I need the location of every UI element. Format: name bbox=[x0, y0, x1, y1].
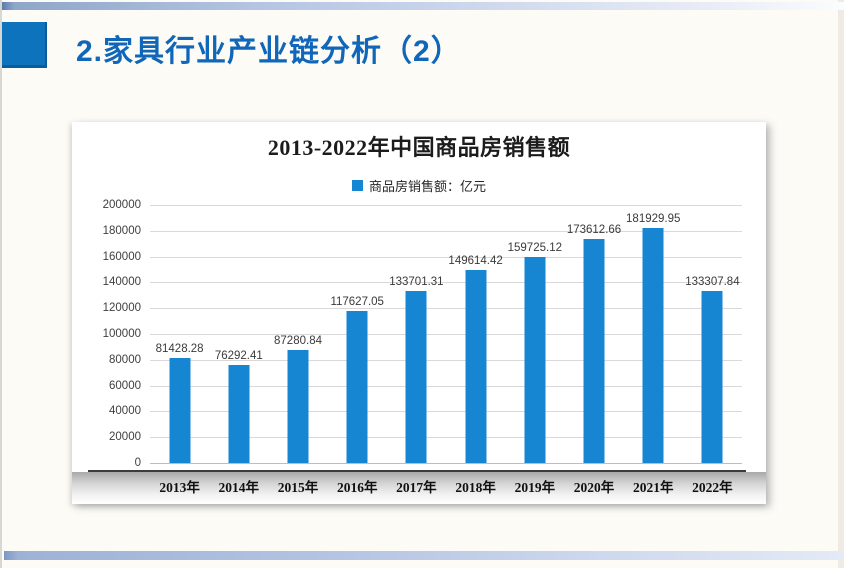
plot-area: 0 20000 40000 60000 80000 100000 120000 140000 1… bbox=[103, 199, 742, 469]
y-tick-label: 0 bbox=[134, 457, 141, 469]
x-axis-label: 2020年 bbox=[573, 480, 615, 495]
bar-data-label: 87280.84 bbox=[274, 335, 322, 347]
legend-label: 商品房销售额：亿元 bbox=[368, 179, 486, 194]
bar bbox=[465, 270, 487, 463]
x-axis-label: 2016年 bbox=[336, 480, 378, 495]
gridline bbox=[150, 256, 742, 258]
bar-slot: 76292.41 bbox=[209, 205, 268, 463]
bar bbox=[228, 365, 250, 463]
y-tick-label: 120000 bbox=[102, 302, 141, 315]
footer-accent-bar bbox=[4, 551, 844, 560]
chart-legend: 商品房销售额：亿元 bbox=[72, 176, 766, 195]
x-axis-label: 2022年 bbox=[692, 480, 733, 495]
bar-slot: 117627.05 bbox=[328, 205, 387, 463]
bar bbox=[169, 358, 191, 463]
bar-slot: 87280.84 bbox=[268, 205, 327, 463]
bar-data-label: 76292.41 bbox=[214, 350, 263, 362]
gridline bbox=[150, 205, 742, 206]
y-tick-label: 180000 bbox=[102, 224, 141, 237]
bar-series: 81428.28 76292.41 87280.84 117627.05 133701.… bbox=[150, 205, 742, 463]
slide-left-edge bbox=[0, 0, 2, 568]
y-tick-label: 200000 bbox=[102, 199, 141, 211]
x-axis-label: 2021年 bbox=[632, 480, 674, 495]
y-tick-label: 160000 bbox=[102, 250, 141, 263]
y-tick-label: 20000 bbox=[109, 431, 141, 444]
bar bbox=[405, 291, 427, 463]
bar-data-label: 117627.05 bbox=[330, 296, 384, 308]
bar-data-label: 181929.95 bbox=[626, 213, 681, 225]
bar-data-label: 81428.28 bbox=[155, 343, 204, 355]
bar-data-label: 149614.42 bbox=[448, 255, 503, 267]
bar-slot: 133701.31 bbox=[387, 205, 446, 463]
bar bbox=[346, 311, 368, 463]
gridline bbox=[150, 359, 742, 361]
x-axis-label: 2014年 bbox=[218, 480, 260, 495]
bar bbox=[642, 228, 664, 463]
blue-square-bullet-icon bbox=[2, 22, 47, 68]
slide-right-edge bbox=[838, 0, 844, 568]
y-tick-label: 60000 bbox=[109, 379, 141, 392]
x-axis-baseline bbox=[88, 470, 746, 472]
gridline bbox=[150, 463, 742, 464]
x-axis-label: 2017年 bbox=[396, 480, 437, 495]
gridline bbox=[150, 385, 742, 387]
legend-swatch-icon bbox=[351, 180, 363, 191]
x-axis-label-strip bbox=[72, 472, 766, 504]
x-axis-label: 2018年 bbox=[455, 480, 496, 495]
bar-data-label: 159725.12 bbox=[507, 242, 562, 254]
y-tick-label: 140000 bbox=[102, 276, 141, 289]
bar-slot: 81428.28 bbox=[150, 205, 209, 463]
x-axis-label: 2019年 bbox=[514, 480, 556, 495]
y-tick-label: 100000 bbox=[102, 328, 141, 340]
bar-data-label: 133701.31 bbox=[389, 276, 444, 288]
bar bbox=[524, 257, 546, 463]
bar bbox=[287, 350, 309, 463]
bar bbox=[583, 239, 605, 463]
chart-card: 2013-2022年中国商品房销售额 商品房销售额：亿元 0 20000 40000… bbox=[72, 122, 766, 504]
y-tick-label: 80000 bbox=[109, 353, 141, 366]
gridline bbox=[150, 411, 742, 413]
gridline bbox=[150, 437, 742, 439]
bar-slot: 149614.42 bbox=[446, 205, 505, 463]
x-axis-labels: 2013年 2014年 2015年 2016年 2017年 2018年 2019年 2020年… bbox=[150, 476, 742, 496]
bar-slot: 173612.66 bbox=[564, 205, 623, 463]
bar-slot: 159725.12 bbox=[505, 205, 564, 463]
bar-slot: 133307.84 bbox=[683, 205, 742, 463]
slide-title: 2.家具行业产业链分析（2） bbox=[76, 35, 462, 68]
bar-data-label: 173612.66 bbox=[566, 224, 622, 236]
gridline bbox=[150, 282, 742, 284]
x-axis-label: 2015年 bbox=[277, 480, 319, 495]
y-tick-label: 40000 bbox=[109, 405, 141, 418]
bar-slot: 181929.95 bbox=[624, 205, 683, 463]
top-accent-bar bbox=[2, 2, 844, 10]
chart-title: 2013-2022年中国商品房销售额 bbox=[267, 135, 571, 160]
x-axis-label: 2013年 bbox=[159, 480, 200, 495]
bar bbox=[701, 291, 723, 463]
gridline bbox=[150, 230, 742, 232]
gridline bbox=[150, 308, 742, 310]
gridline bbox=[150, 334, 742, 335]
bar-data-label: 133307.84 bbox=[685, 276, 740, 288]
